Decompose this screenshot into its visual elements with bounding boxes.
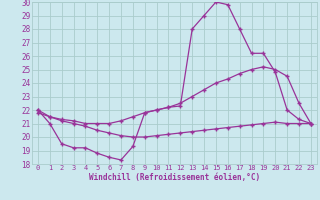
X-axis label: Windchill (Refroidissement éolien,°C): Windchill (Refroidissement éolien,°C) — [89, 173, 260, 182]
